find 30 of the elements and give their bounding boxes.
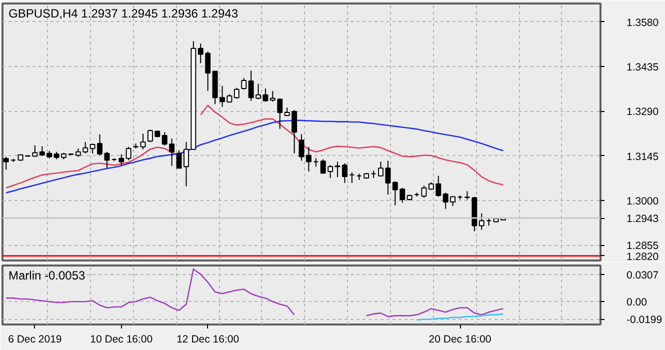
candlestick	[3, 156, 9, 170]
candlestick	[234, 87, 240, 100]
y-tick-label: 0.0307	[626, 270, 659, 282]
x-tick-label: 6 Dec 2019	[8, 334, 62, 346]
x-tick-label: 20 Dec 16:00	[428, 334, 492, 346]
candlestick	[140, 133, 146, 150]
y-tick-label: 0.00	[626, 296, 648, 309]
candlestick	[118, 154, 124, 166]
y-tick-label: 1.3435	[626, 62, 659, 74]
x-tick-label: 12 Dec 16:00	[176, 334, 240, 346]
y-tick-label: 1.3000	[626, 195, 659, 208]
y-tick-label: 1.3580	[626, 16, 659, 29]
candlestick	[421, 185, 427, 198]
x-tick-label: 10 Dec 16:00	[90, 334, 153, 346]
y-tick-label: 1.3145	[626, 150, 659, 163]
candlestick	[169, 138, 175, 167]
candlestick	[478, 212, 484, 230]
chart-title: Marlin -0.0053	[8, 268, 86, 282]
candlestick	[162, 132, 168, 146]
chart-title: GBPUSD,H4 1.2937 1.2945 1.2936 1.2943	[8, 6, 238, 20]
ref-line-label: 1.2943	[626, 213, 659, 226]
candlestick	[298, 134, 304, 162]
y-tick-label: -0.0199	[626, 314, 662, 326]
y-tick-label: 1.3290	[626, 106, 659, 118]
candlestick	[306, 146, 312, 172]
y-tick-label: 1.2855	[626, 240, 659, 252]
line-series	[416, 313, 504, 321]
candlestick	[241, 77, 247, 90]
ref-line-label: 1.2820	[626, 250, 659, 263]
candlestick	[126, 146, 132, 161]
